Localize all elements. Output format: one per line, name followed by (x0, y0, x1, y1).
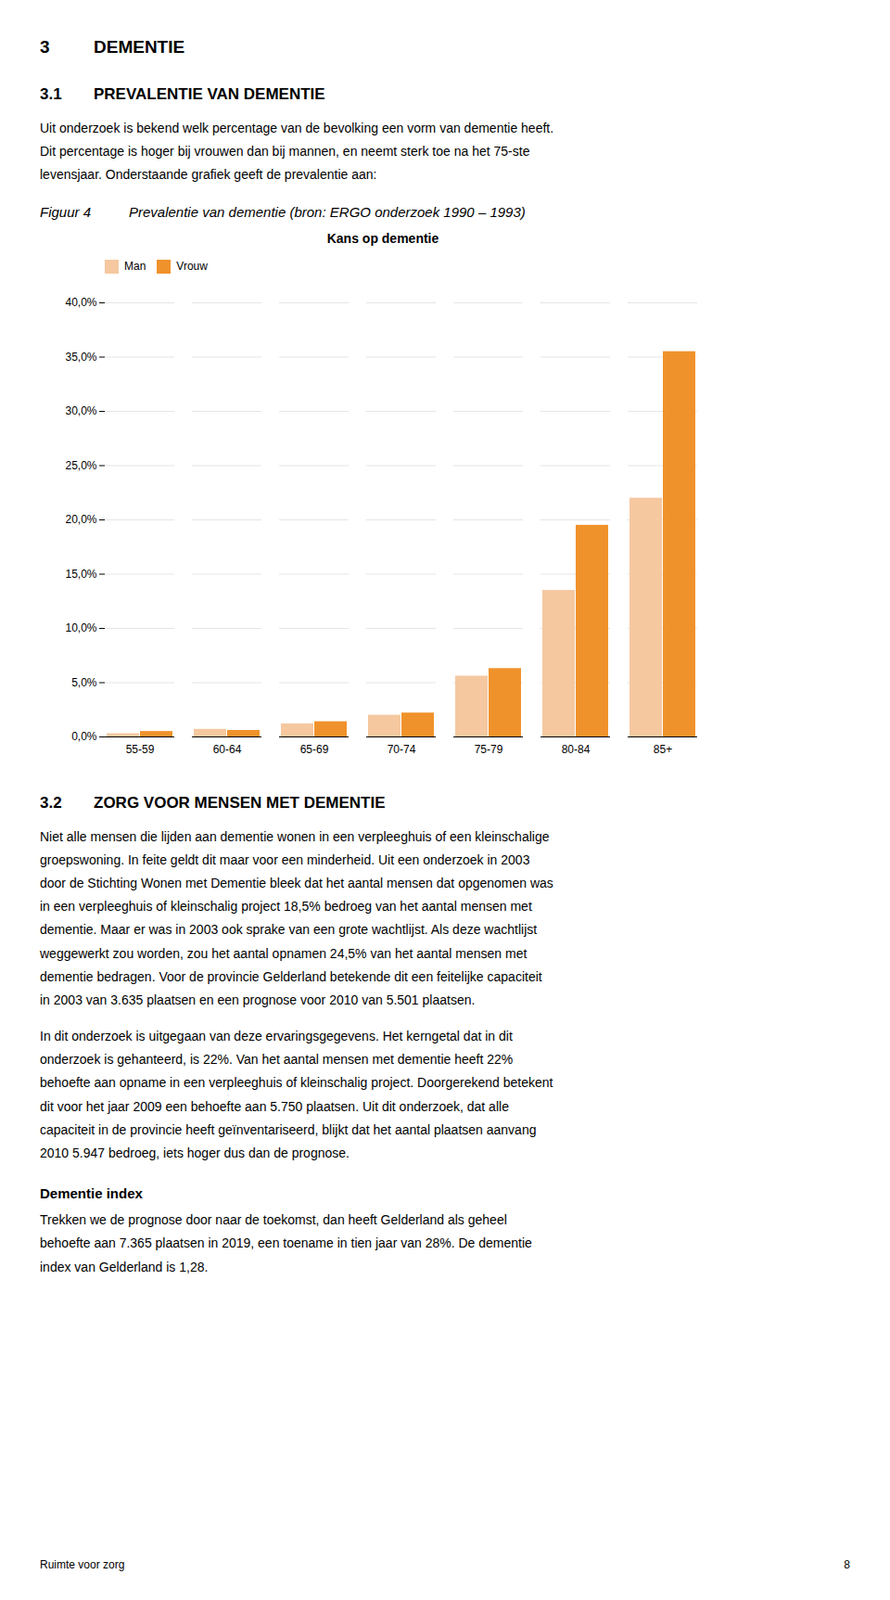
svg-text:5,0%: 5,0% (71, 674, 98, 688)
html-text:In dit onderzoek is uitgegaan: In dit onderzoek is uitgegaan van deze e… (39, 1028, 553, 1160)
html-text:Niet alle mensen die lijden aa: Niet alle mensen die lijden aan dementie… (39, 828, 554, 1007)
svg-text:70-74: 70-74 (387, 742, 417, 756)
html-text:Figuur 4: Figuur 4 (39, 203, 91, 220)
svg-text:40,0%: 40,0% (64, 295, 97, 309)
svg-text:85+: 85+ (653, 742, 673, 756)
svg-text:80-84: 80-84 (561, 742, 591, 756)
svg-text:0,0%: 0,0% (71, 729, 98, 743)
html-text:3.1: 3.1 (39, 85, 62, 103)
html-text:Vrouw: Vrouw (176, 259, 208, 273)
html-text:Dementie index: Dementie index (39, 1184, 143, 1201)
svg-text:65-69: 65-69 (300, 742, 330, 756)
svg-text:25,0%: 25,0% (64, 457, 97, 471)
html-text:Prevalentie van dementie (bron: Prevalentie van dementie (bron: ERGO ond… (128, 203, 526, 220)
html-text:8: 8 (843, 1557, 851, 1571)
html-text:Uit onderzoek is bekend welk p: Uit onderzoek is bekend welk percentage … (39, 120, 554, 183)
html-text:Ruimte voor zorg: Ruimte voor zorg (39, 1557, 125, 1571)
html-text:ZORG VOOR MENSEN MET DEMENTIE: ZORG VOOR MENSEN MET DEMENTIE (93, 793, 386, 811)
svg-text:55-59: 55-59 (126, 742, 155, 756)
html-text:3: 3 (39, 37, 50, 57)
svg-text:30,0%: 30,0% (64, 404, 97, 418)
html-text:PREVALENTIE VAN DEMENTIE: PREVALENTIE VAN DEMENTIE (93, 85, 326, 103)
html-text:3.2: 3.2 (39, 793, 62, 811)
svg-text:35,0%: 35,0% (64, 349, 97, 363)
svg-text:10,0%: 10,0% (64, 621, 97, 635)
svg-text:20,0%: 20,0% (64, 512, 97, 526)
html-text:Man: Man (124, 259, 146, 273)
html-text:Kans op dementie: Kans op dementie (326, 230, 439, 246)
svg-text:60-64: 60-64 (213, 742, 242, 756)
html-text:DEMENTIE: DEMENTIE (93, 37, 185, 57)
svg-text:15,0%: 15,0% (64, 566, 97, 580)
svg-text:75-79: 75-79 (474, 742, 504, 756)
html-text:Trekken we de prognose door na: Trekken we de prognose door naar de toek… (39, 1211, 532, 1274)
